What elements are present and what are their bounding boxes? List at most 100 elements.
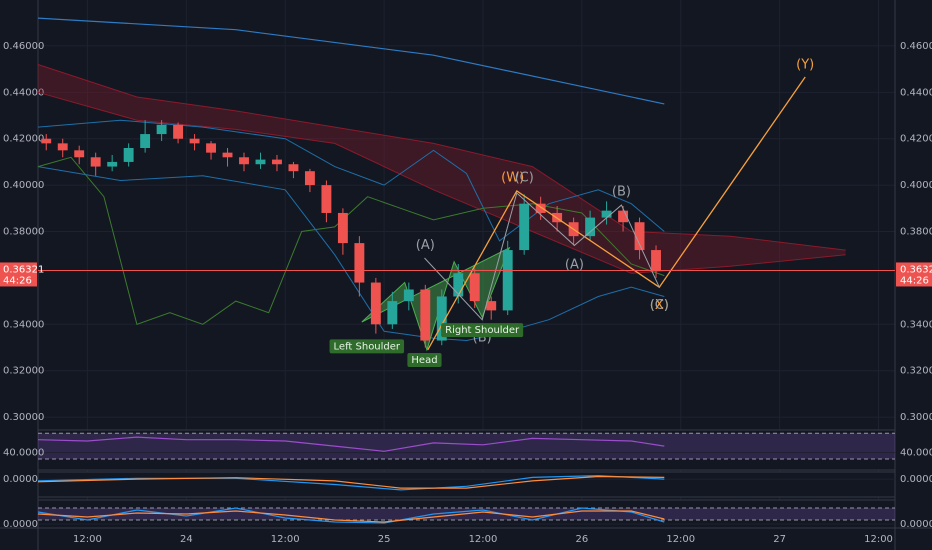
indicator-line: [37, 475, 665, 489]
y-tick-label: 0.32000: [3, 366, 44, 377]
candle-body: [535, 203, 546, 213]
overlay-line: [37, 166, 665, 342]
overlay-line: [37, 119, 665, 242]
y-tick-label: 0.46000: [3, 41, 44, 52]
candle-body: [469, 273, 480, 302]
countdown-label: 44:26: [3, 275, 32, 286]
overlay-line: [424, 192, 660, 321]
x-tick-label: 25: [378, 534, 391, 545]
y-tick-label: 0.0000: [3, 519, 38, 530]
annotation-label: Left Shoulder: [334, 341, 401, 352]
y-tick-label: 0.40000: [3, 180, 44, 191]
candle-body: [123, 148, 134, 162]
candle-body: [321, 185, 332, 213]
candle-body: [403, 289, 414, 302]
candle-body: [354, 243, 365, 283]
candle-body: [272, 159, 282, 165]
x-tick-label: 12:00: [73, 534, 102, 545]
y-tick-label: 0.34000: [900, 319, 932, 330]
candle-body: [618, 210, 629, 223]
candle-body: [74, 150, 85, 158]
annotation-label: (X): [650, 298, 669, 313]
candle-body: [156, 124, 167, 135]
y-tick-label: 0.30000: [3, 412, 44, 423]
candle-body: [370, 282, 381, 325]
candle-body: [206, 143, 216, 153]
indicator-line: [37, 507, 665, 524]
annotation-box: [441, 323, 524, 338]
candle-body: [337, 212, 348, 244]
candle-body: [90, 157, 101, 167]
y-tick-label: 0.42000: [900, 134, 932, 145]
candle-body: [436, 296, 447, 341]
candle-body: [255, 159, 266, 165]
y-tick-label: 0.34000: [3, 319, 44, 330]
candle-body: [189, 138, 200, 144]
y-tick-label: 0.0000: [900, 519, 932, 530]
cloud: [38, 64, 846, 274]
y-tick-label: 0.0000: [900, 474, 932, 485]
price-badge: [896, 262, 932, 287]
y-tick-label: 0.0000: [3, 474, 38, 485]
cloud-upper: [37, 64, 846, 251]
candle-body: [107, 161, 118, 167]
candle-body: [453, 273, 464, 297]
last-price-label: 0.36321: [900, 264, 932, 275]
candle-body: [57, 143, 68, 151]
annotation-box: [329, 339, 405, 354]
overlay-line: [37, 17, 665, 105]
indicator-line: [37, 436, 665, 452]
y-tick-label: 0.30000: [900, 412, 932, 423]
y-tick-label: 0.46000: [900, 41, 932, 52]
cloud-lower: [37, 91, 846, 274]
annotation-label: (B): [612, 185, 631, 200]
x-tick-label: 12:00: [469, 534, 498, 545]
candle-body: [585, 217, 596, 237]
candle-body: [420, 289, 431, 341]
annotation-label: (A): [416, 238, 435, 253]
y-tick-label: 0.38000: [900, 227, 932, 238]
y-tick-label: 0.44000: [3, 87, 44, 98]
candle-body: [222, 152, 233, 158]
annotation-label: (C): [515, 171, 534, 186]
panel-background: [37, 429, 896, 471]
x-tick-label: 24: [180, 534, 193, 545]
y-tick-label: 0.38000: [3, 227, 44, 238]
x-tick-label: 26: [575, 534, 588, 545]
candle-body: [304, 171, 315, 186]
y-tick-label: 40.0000: [900, 448, 932, 459]
annotation-label: (Y): [796, 57, 814, 72]
annotation-label: (W): [501, 171, 524, 186]
candle-body: [486, 301, 497, 311]
y-tick-label: 40.0000: [3, 448, 44, 459]
annotation-box: [407, 353, 442, 368]
annotation-label: Right Shoulder: [445, 325, 520, 336]
indicator-line: [37, 510, 665, 523]
x-tick-label: 27: [773, 534, 786, 545]
y-tick-label: 0.40000: [900, 180, 932, 191]
candle-body: [41, 138, 52, 144]
price-badge: [0, 262, 37, 287]
y-tick-label: 0.32000: [900, 366, 932, 377]
annotation-label: (C): [650, 298, 669, 313]
candle-body: [651, 250, 661, 271]
x-tick-label: 12:00: [271, 534, 300, 545]
y-tick-label: 0.44000: [900, 87, 932, 98]
y-tick-label: 0.42000: [3, 134, 44, 145]
annotation-label: Head: [411, 355, 437, 366]
band-fill: [38, 433, 895, 460]
candle-body: [387, 301, 398, 325]
last-price-label: 0.36321: [3, 264, 44, 275]
x-tick-label: 12:00: [864, 534, 893, 545]
candle-body: [288, 164, 299, 172]
candle-body: [239, 157, 249, 165]
countdown-label: 44:26: [900, 275, 929, 286]
candle-body: [634, 222, 645, 251]
candle-body: [173, 124, 184, 139]
candle-body: [502, 250, 513, 311]
candle-body: [140, 134, 151, 149]
annotation-label: (A): [565, 257, 584, 272]
panel-background: [37, 471, 896, 498]
candle-body: [519, 203, 530, 251]
